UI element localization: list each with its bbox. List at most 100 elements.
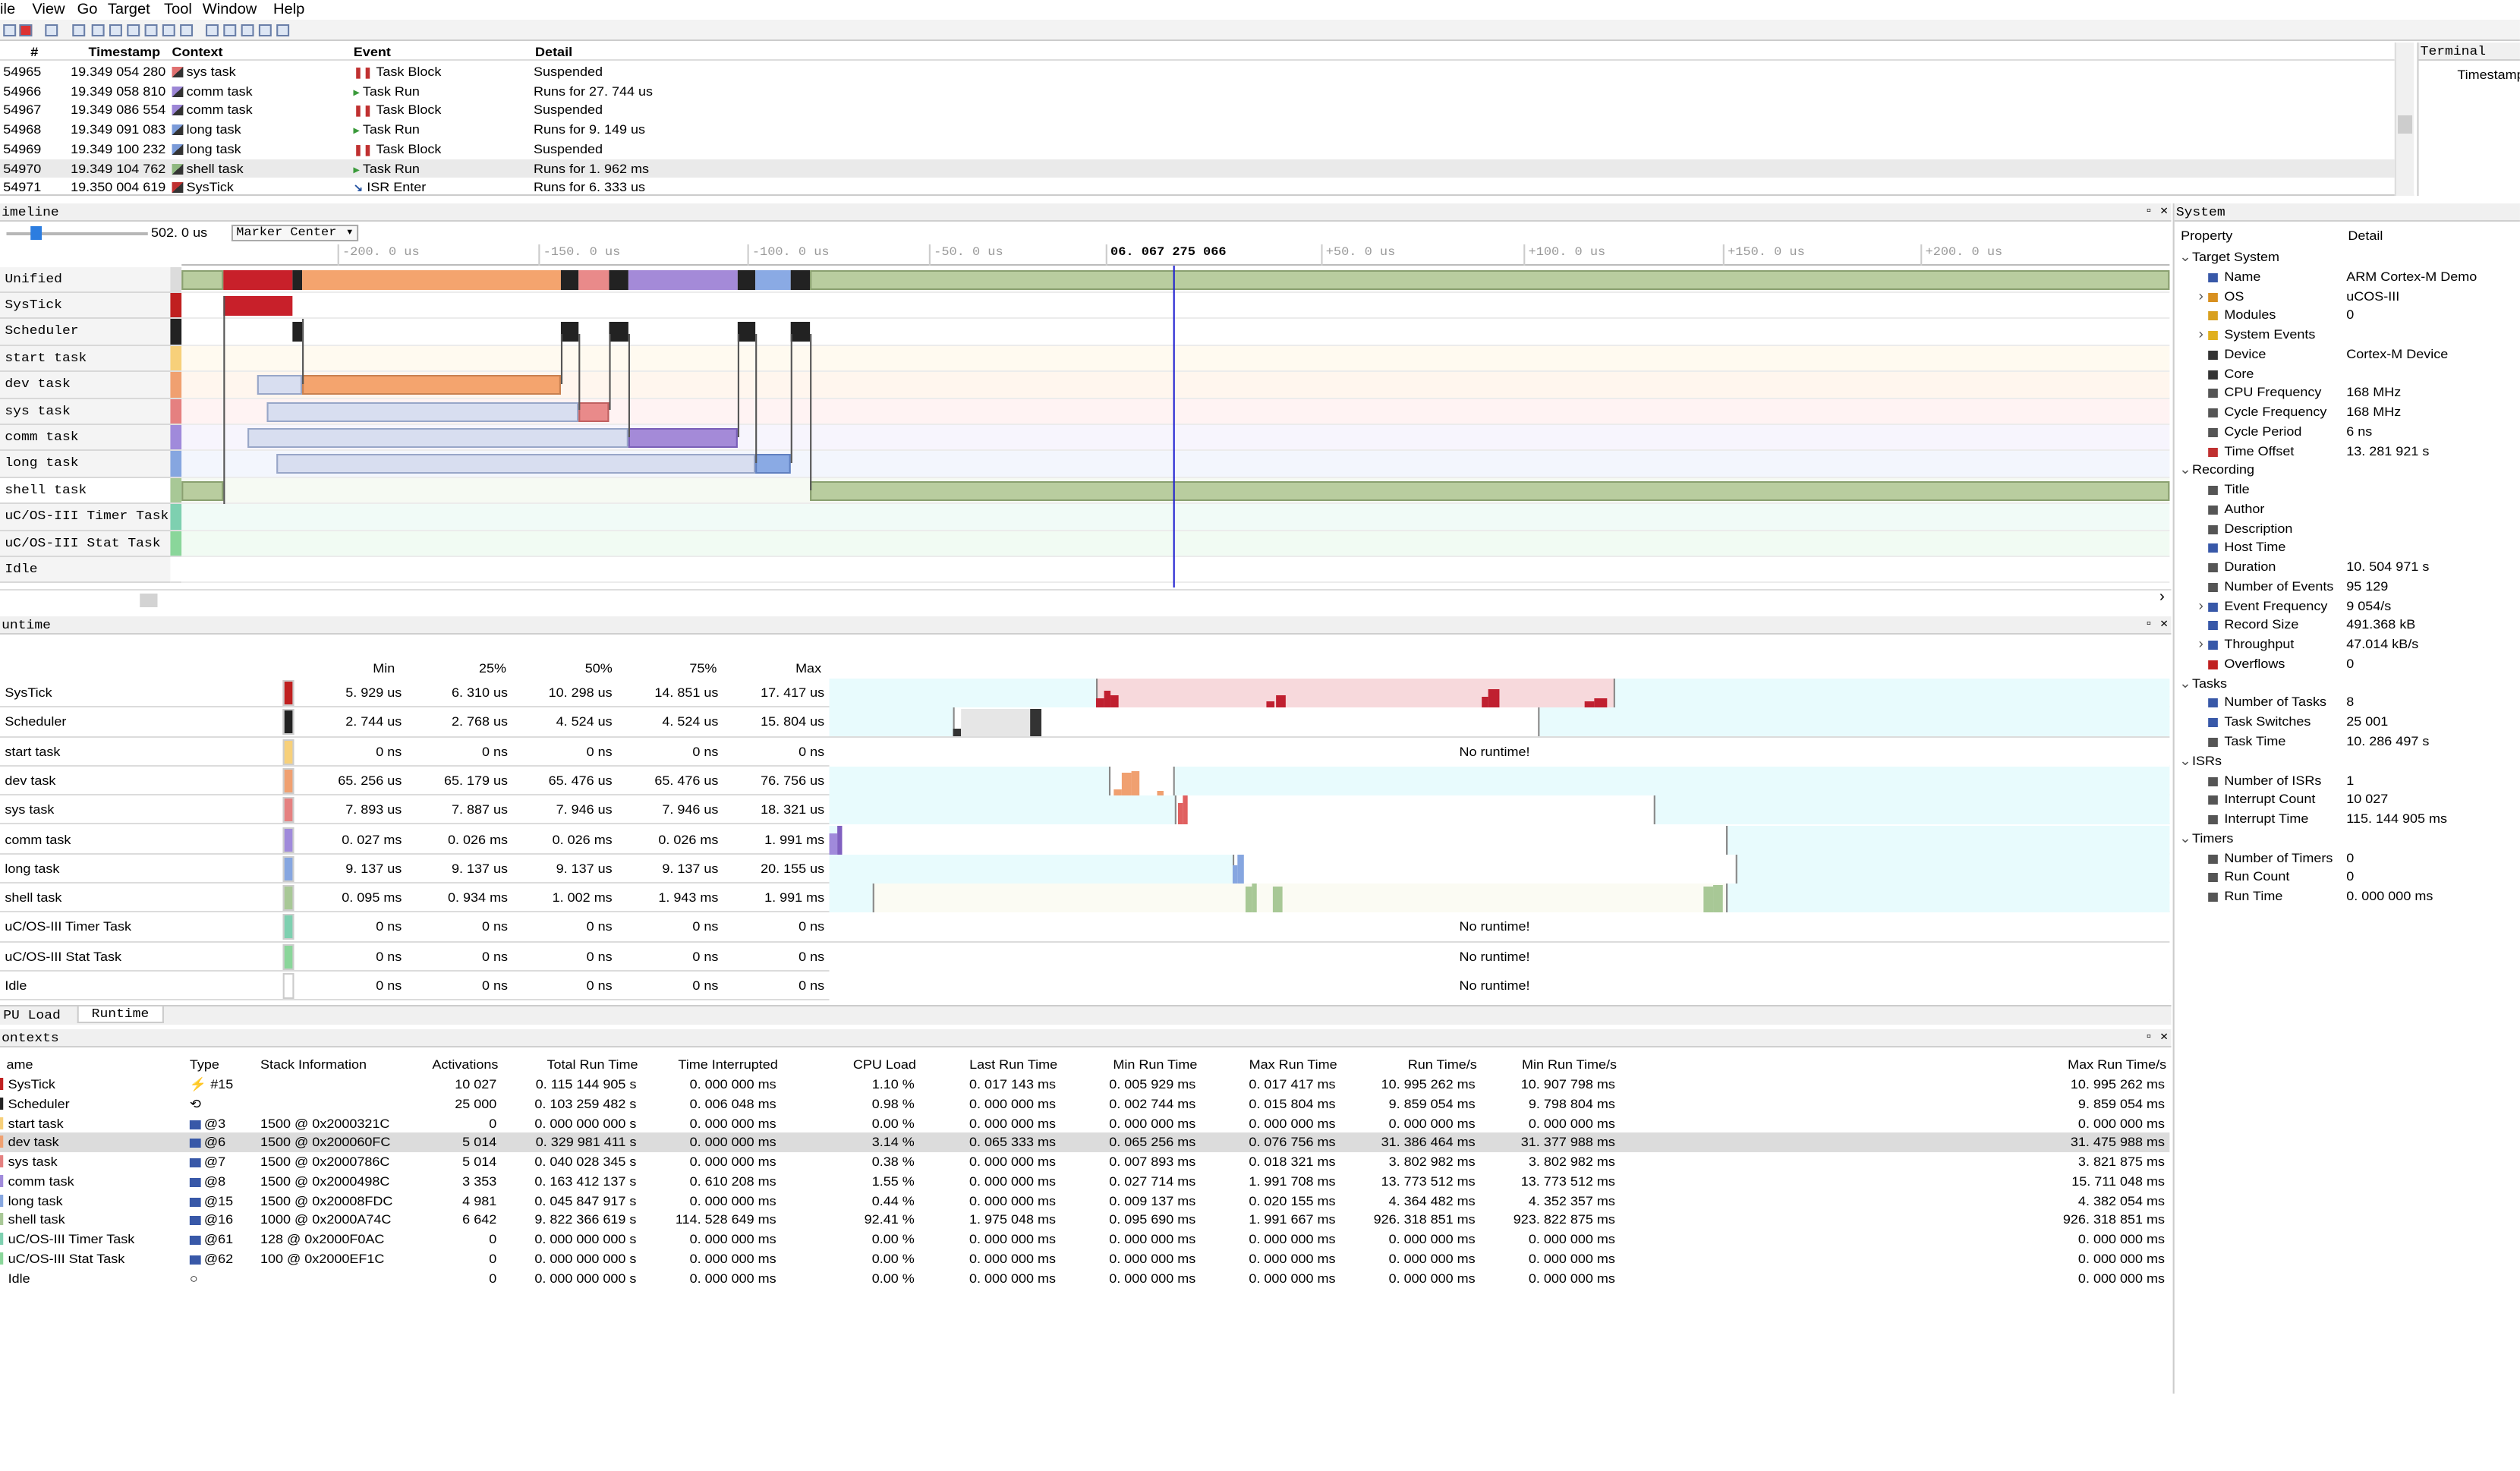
- runtime-row[interactable]: uC/OS-III Timer Task 0 ns 0 ns 0 ns 0 ns 0 ns: [0, 913, 2170, 943]
- context-row[interactable]: Idle ○ 0 0. 000 000 000 s 0. 000 000 ms 0.00…: [0, 1268, 2169, 1288]
- timeline-segment[interactable]: [276, 454, 756, 474]
- toolbar-button[interactable]: [127, 24, 140, 36]
- timeline-segment[interactable]: [810, 480, 2170, 501]
- events-scrollbar[interactable]: [2394, 43, 2414, 196]
- system-property-row[interactable]: Task Time 10. 286 497 s: [2176, 732, 2520, 751]
- runtime-row[interactable]: dev task 65. 256 us 65. 179 us 65. 476 us 65…: [0, 767, 2170, 796]
- toolbar-button[interactable]: [109, 24, 122, 36]
- timeline-lane-label[interactable]: Scheduler: [0, 319, 171, 346]
- timeline-lane-label[interactable]: start task: [0, 345, 171, 373]
- context-row[interactable]: start task @3 1500 @ 0x2000321C 0 0. 000 000…: [0, 1113, 2169, 1133]
- ctx-col-header[interactable]: ame: [6, 1057, 33, 1072]
- toolbar-button[interactable]: [3, 24, 17, 36]
- runtime-row[interactable]: sys task 7. 893 us 7. 887 us 7. 946 us 7. 94…: [0, 795, 2170, 825]
- timeline-lane-label[interactable]: SysTick: [0, 292, 171, 320]
- terminal-col-timestamp[interactable]: Timestamp: [2457, 67, 2520, 82]
- timeline-segment[interactable]: [223, 295, 293, 316]
- ctx-col-header[interactable]: Time Interrupted: [678, 1057, 778, 1072]
- event-row[interactable]: 54969 19.349 100 232 long task ❚❚ Task Bloc…: [0, 140, 2395, 159]
- system-property-row[interactable]: Number of Tasks 8: [2176, 693, 2520, 713]
- toolbar-button[interactable]: [162, 24, 175, 36]
- system-property-row[interactable]: Interrupt Time 115. 144 905 ms: [2176, 809, 2520, 829]
- runtime-row[interactable]: shell task 0. 095 ms 0. 934 ms 1. 002 ms 1. …: [0, 884, 2170, 913]
- system-property-row[interactable]: Overflows 0: [2176, 654, 2520, 674]
- event-row[interactable]: 54966 19.349 058 810 comm task ▸ Task Run Ru…: [0, 81, 2395, 101]
- event-row[interactable]: 54971 19.350 004 619 SysTick ↘ ISR Enter Run…: [0, 178, 2395, 197]
- timeline-segment[interactable]: [181, 269, 224, 289]
- context-row[interactable]: shell task @16 1000 @ 0x2000A74C 6 642 9. 82…: [0, 1211, 2169, 1230]
- toolbar-button[interactable]: [241, 24, 254, 36]
- context-row[interactable]: uC/OS-III Timer Task @61 128 @ 0x2000F0AC 0…: [0, 1230, 2169, 1249]
- timeline-segment[interactable]: [247, 427, 628, 448]
- timeline-segment[interactable]: [578, 269, 610, 289]
- system-property-row[interactable]: Duration 10. 504 971 s: [2176, 557, 2520, 577]
- system-property-row[interactable]: Host Time: [2176, 538, 2520, 558]
- ctx-col-header[interactable]: CPU Load: [852, 1057, 916, 1072]
- expand-toggle[interactable]: ›: [2198, 597, 2203, 613]
- timeline-lane-label[interactable]: comm task: [0, 424, 171, 452]
- toolbar-button[interactable]: [72, 24, 86, 36]
- timeline-segment[interactable]: [578, 402, 610, 421]
- ctx-col-header[interactable]: Total Run Time: [547, 1057, 638, 1072]
- col-num[interactable]: #: [30, 44, 39, 59]
- toolbar-button[interactable]: [45, 24, 58, 36]
- system-property-row[interactable]: Task Switches 25 001: [2176, 712, 2520, 732]
- expand-toggle[interactable]: ⌄: [2179, 249, 2192, 264]
- timeline-segment[interactable]: [810, 269, 2170, 289]
- toolbar-button[interactable]: [19, 24, 33, 36]
- ctx-col-header[interactable]: Min Run Time/s: [1521, 1057, 1618, 1072]
- timeline-lane-label[interactable]: shell task: [0, 477, 171, 505]
- timeline-lane-label[interactable]: dev task: [0, 372, 171, 399]
- system-property-row[interactable]: Cycle Frequency 168 MHz: [2176, 402, 2520, 422]
- runtime-row[interactable]: Idle 0 ns 0 ns 0 ns 0 ns 0 ns: [0, 972, 2170, 1001]
- toolbar-button[interactable]: [276, 24, 290, 36]
- zoom-slider-thumb[interactable]: [30, 226, 43, 240]
- timeline-segment[interactable]: [790, 322, 811, 342]
- timeline-lane-label[interactable]: sys task: [0, 398, 171, 425]
- timeline-segment[interactable]: [292, 322, 303, 342]
- ctx-col-header[interactable]: Max Run Time: [1249, 1057, 1337, 1072]
- timeline-segment[interactable]: [302, 269, 561, 289]
- context-row[interactable]: SysTick ⚡ #15 10 027 0. 115 144 905 s 0. 000…: [0, 1075, 2169, 1095]
- system-property-row[interactable]: Device Cortex-M Device: [2176, 345, 2520, 364]
- ctx-col-header[interactable]: Activations: [432, 1057, 499, 1072]
- ctx-col-header[interactable]: Stack Information: [260, 1057, 367, 1072]
- time-marker[interactable]: [1173, 266, 1175, 587]
- toolbar-button[interactable]: [223, 24, 237, 36]
- system-property-row[interactable]: › System Events: [2176, 325, 2520, 345]
- menu-go[interactable]: Go: [77, 2, 98, 18]
- event-row[interactable]: 54967 19.349 086 554 comm task ❚❚ Task Bloc…: [0, 101, 2395, 121]
- timeline-lane-label[interactable]: uC/OS-III Timer Task: [0, 504, 171, 531]
- timeline-lane-label[interactable]: Idle: [0, 556, 171, 584]
- runtime-row[interactable]: start task 0 ns 0 ns 0 ns 0 ns 0 ns: [0, 737, 2170, 767]
- timeline-lane-label[interactable]: uC/OS-III Stat Task: [0, 531, 171, 557]
- runtime-row[interactable]: uC/OS-III Stat Task 0 ns 0 ns 0 ns 0 ns 0 ns: [0, 942, 2170, 972]
- system-property-row[interactable]: Title: [2176, 480, 2520, 499]
- runtime-row[interactable]: Scheduler 2. 744 us 2. 768 us 4. 524 us 4. 5…: [0, 708, 2170, 738]
- timeline-lane[interactable]: [181, 292, 2170, 320]
- context-row[interactable]: dev task @6 1500 @ 0x200060FC 5 014 0. 329 9…: [0, 1132, 2170, 1153]
- ctx-col-header[interactable]: Min Run Time: [1113, 1057, 1198, 1072]
- event-row[interactable]: 54970 19.349 104 762 shell task ▸ Task Run R…: [0, 159, 2395, 178]
- timeline-segment[interactable]: [181, 480, 224, 501]
- system-property-row[interactable]: Record Size 491.368 kB: [2176, 616, 2520, 635]
- timeline-lane[interactable]: [181, 345, 2170, 373]
- system-property-row[interactable]: Author: [2176, 499, 2520, 519]
- timeline-segment[interactable]: [257, 375, 303, 395]
- marker-mode-select[interactable]: Marker Center ▾: [231, 225, 359, 241]
- runtime-row[interactable]: SysTick 5. 929 us 6. 310 us 10. 298 us 14. 8…: [0, 679, 2170, 708]
- timeline-segment[interactable]: [755, 454, 791, 474]
- timeline-segment[interactable]: [737, 269, 756, 289]
- col-timestamp[interactable]: Timestamp: [88, 44, 161, 59]
- system-property-row[interactable]: Time Offset 13. 281 921 s: [2176, 441, 2520, 461]
- tab-cpu-load[interactable]: PU Load: [3, 1008, 61, 1023]
- expand-toggle[interactable]: ⌄: [2179, 830, 2192, 846]
- toolbar-button[interactable]: [206, 24, 219, 36]
- timeline-segment[interactable]: [628, 269, 738, 289]
- rt-col-max[interactable]: Max: [795, 660, 822, 676]
- context-row[interactable]: sys task @7 1500 @ 0x2000786C 5 014 0. 040 0…: [0, 1152, 2169, 1172]
- toolbar-button[interactable]: [91, 24, 105, 36]
- timeline-segment[interactable]: [560, 322, 579, 342]
- timeline-segment[interactable]: [628, 427, 738, 448]
- system-property-row[interactable]: CPU Frequency 168 MHz: [2176, 383, 2520, 403]
